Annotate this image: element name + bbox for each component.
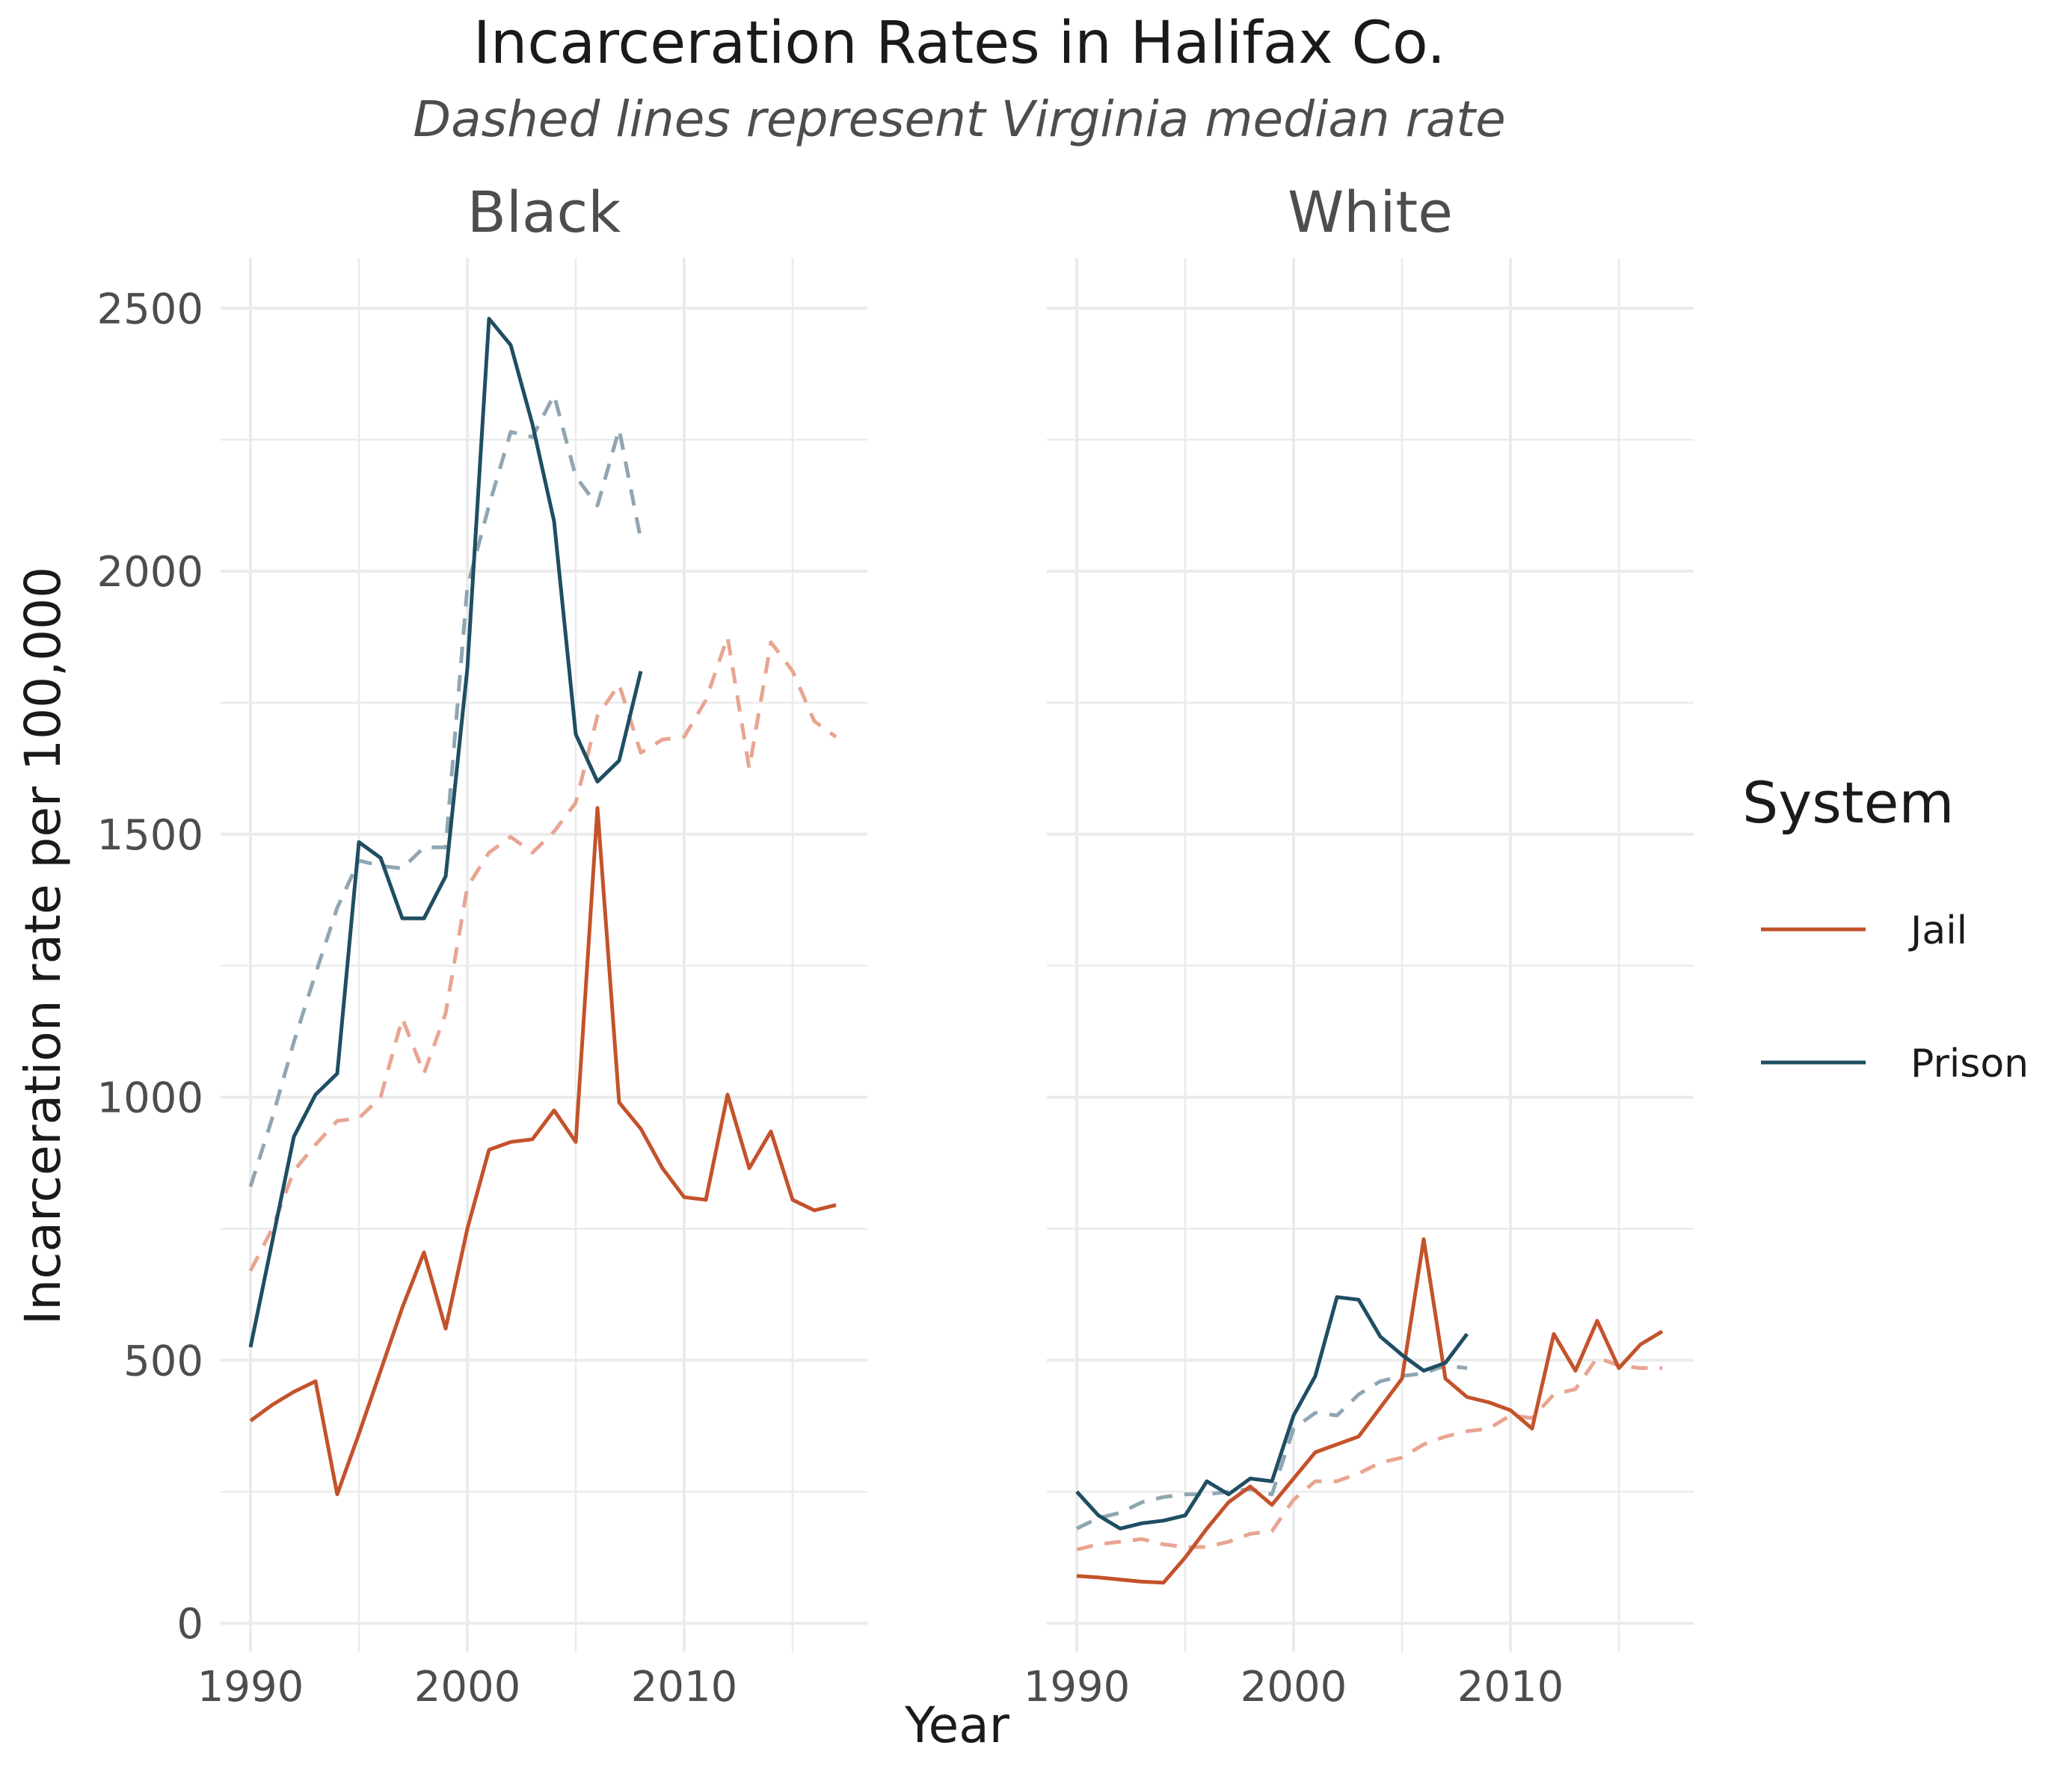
series-jail-median-line bbox=[248, 635, 837, 1272]
legend-label-prison: Prison bbox=[1910, 1042, 2029, 1086]
series-prison-line bbox=[248, 316, 643, 1348]
x-axis-title: Year bbox=[904, 1697, 1010, 1754]
x-tick-label: 2000 bbox=[1241, 1663, 1347, 1711]
x-tick-label: 2000 bbox=[414, 1663, 521, 1711]
legend-label-jail: Jail bbox=[1908, 908, 1967, 953]
chart-title: Incarceration Rates in Halifax Co. bbox=[473, 10, 1445, 77]
x-tick-label: 1990 bbox=[1024, 1663, 1131, 1711]
facet-white: White 1990 2000 2010 bbox=[1024, 179, 1694, 1711]
series-prison-line bbox=[1075, 1295, 1469, 1531]
series-jail-line bbox=[249, 806, 837, 1497]
y-tick-label: 2000 bbox=[96, 548, 203, 597]
chart-subtitle: Dashed lines represent Virginia median r… bbox=[413, 90, 1505, 148]
x-tick-label: 2010 bbox=[631, 1663, 738, 1711]
series-prison-median-line bbox=[248, 393, 643, 1187]
facet-black: Black 1990 2000 2010 0 500 1000 1500 2000 2500 bbox=[96, 179, 867, 1711]
facet-label: White bbox=[1288, 179, 1453, 245]
series-jail-line bbox=[1076, 1237, 1664, 1585]
facet-label: Black bbox=[467, 179, 621, 245]
series-jail-median-line bbox=[1076, 1356, 1662, 1551]
y-tick-label: 1500 bbox=[96, 811, 203, 860]
y-axis-title: Incarceration rate per 100,000 bbox=[14, 567, 72, 1325]
legend-title: System bbox=[1742, 769, 1954, 836]
x-tick-label: 1990 bbox=[197, 1663, 304, 1711]
legend: System Jail Prison bbox=[1742, 769, 2029, 1086]
facet-panels: Black 1990 2000 2010 0 500 1000 1500 2000 2500 Whi… bbox=[96, 179, 1694, 1711]
y-tick-label: 1000 bbox=[96, 1074, 203, 1123]
y-tick-label: 0 bbox=[176, 1600, 203, 1649]
y-tick-label: 500 bbox=[123, 1337, 203, 1385]
x-tick-label: 2010 bbox=[1457, 1663, 1564, 1711]
y-tick-label: 2500 bbox=[96, 285, 203, 333]
